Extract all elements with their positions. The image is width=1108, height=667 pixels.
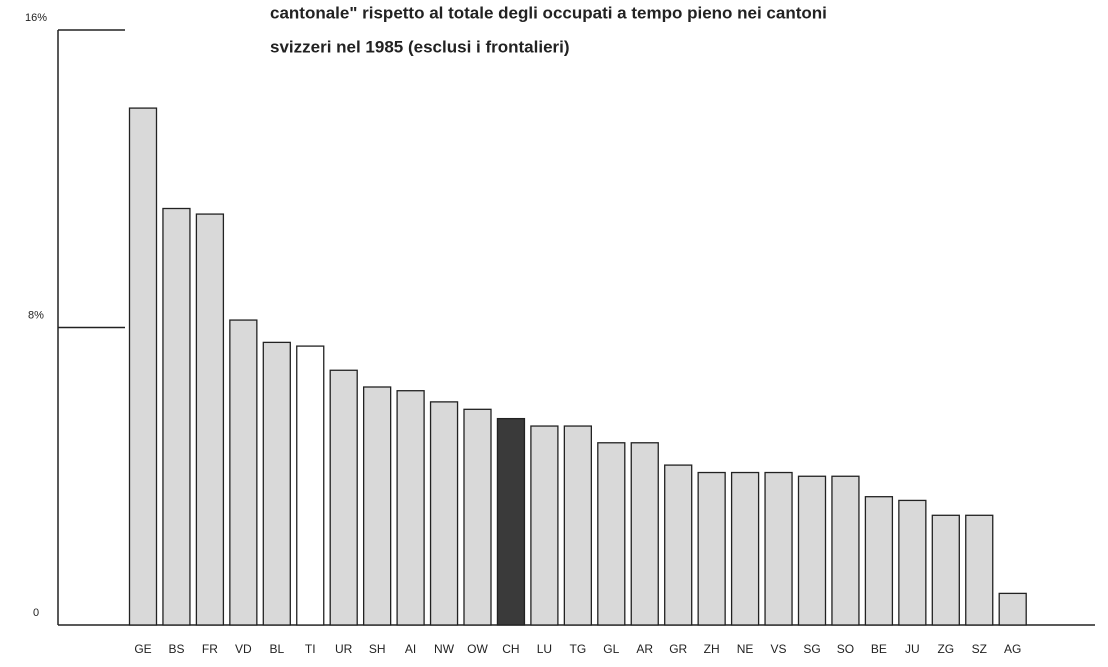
x-tick-label: ZH — [704, 642, 720, 656]
bar — [664, 464, 693, 626]
x-tick-label: LU — [537, 642, 552, 656]
x-tick-label: AR — [636, 642, 653, 656]
bar — [496, 417, 526, 626]
x-tick-label: VD — [235, 642, 252, 656]
y-tick-label: 0 — [33, 607, 39, 619]
bar — [697, 471, 726, 626]
x-tick-label: GL — [603, 642, 619, 656]
bar — [764, 471, 793, 626]
bar — [429, 401, 459, 626]
y-tick-label: 8% — [28, 309, 44, 321]
bar — [597, 442, 626, 626]
x-tick-label: UR — [335, 642, 353, 656]
x-tick-label: NW — [434, 642, 455, 656]
x-tick-label: CH — [502, 642, 519, 656]
bar — [864, 496, 894, 626]
bar — [162, 207, 191, 626]
x-tick-label: GR — [669, 642, 687, 656]
x-tick-label: SO — [837, 642, 854, 656]
bar — [530, 425, 559, 626]
bar — [396, 390, 425, 626]
x-tick-label: BL — [269, 642, 284, 656]
x-tick-label: SH — [369, 642, 386, 656]
x-tick-label: SG — [803, 642, 820, 656]
bar — [998, 592, 1027, 626]
bar — [797, 475, 827, 626]
bar — [965, 514, 994, 626]
x-tick-label: OW — [467, 642, 488, 656]
bar — [831, 475, 860, 626]
bar — [463, 408, 492, 626]
x-tick-label: TI — [305, 642, 316, 656]
y-tick-label: 16% — [25, 12, 47, 24]
x-tick-label: AI — [405, 642, 416, 656]
x-tick-label: FR — [202, 642, 218, 656]
x-tick-label: JU — [905, 642, 920, 656]
bar — [195, 213, 225, 626]
bar — [296, 345, 325, 626]
x-tick-label: AG — [1004, 642, 1021, 656]
bar — [730, 471, 760, 626]
x-tick-label: BS — [168, 642, 184, 656]
bar — [262, 341, 291, 626]
chart-title: svizzeri nel 1985 (esclusi i frontalieri… — [270, 37, 570, 56]
x-tick-label: TG — [570, 642, 587, 656]
x-tick-label: VS — [771, 642, 787, 656]
bar — [128, 107, 158, 626]
x-tick-label: SZ — [972, 642, 987, 656]
x-tick-label: NE — [737, 642, 754, 656]
bar — [229, 319, 258, 626]
x-tick-label: GE — [134, 642, 151, 656]
bar — [931, 514, 960, 626]
chart-title: cantonale" rispetto al totale degli occu… — [270, 3, 827, 22]
bar — [329, 369, 358, 626]
x-tick-label: BE — [871, 642, 887, 656]
bar — [563, 425, 592, 626]
bar — [898, 499, 927, 626]
bar — [630, 442, 659, 626]
bar — [362, 386, 392, 626]
x-tick-label: ZG — [937, 642, 954, 656]
